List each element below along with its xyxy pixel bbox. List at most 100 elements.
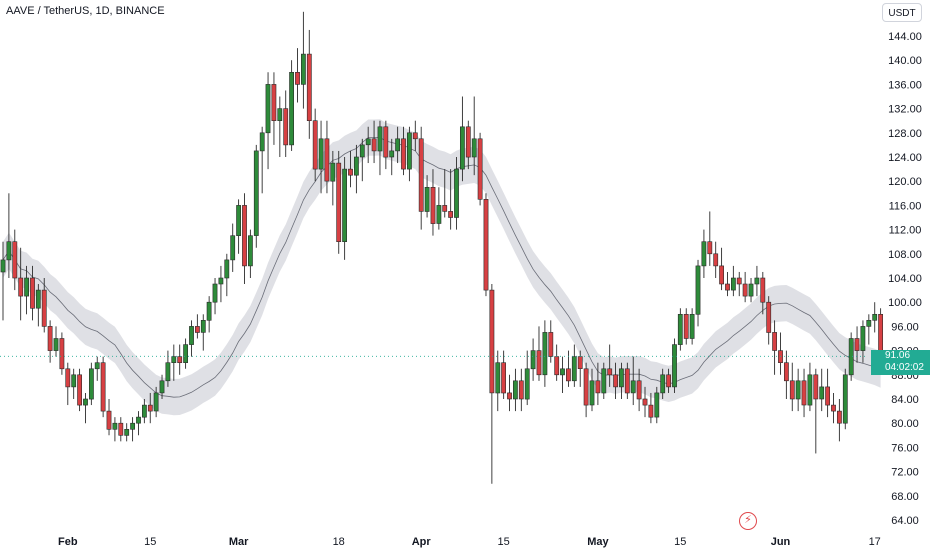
candle bbox=[571, 344, 577, 387]
candle bbox=[0, 241, 6, 321]
candle-body-down bbox=[77, 374, 82, 406]
candle bbox=[371, 120, 377, 164]
candle-body-down bbox=[554, 356, 560, 376]
lightning-icon[interactable]: ⚡ bbox=[739, 512, 757, 530]
candle bbox=[524, 350, 530, 406]
candle-body-up bbox=[748, 283, 754, 297]
candle bbox=[348, 150, 353, 188]
candle bbox=[831, 392, 836, 424]
candle-body-down bbox=[642, 398, 648, 406]
candle-body-down bbox=[683, 313, 689, 339]
candle-body-down bbox=[766, 301, 772, 333]
candle-body-up bbox=[601, 368, 607, 394]
candle bbox=[518, 368, 524, 412]
candle bbox=[365, 126, 371, 164]
candle-body-up bbox=[524, 368, 530, 400]
candle-body-up bbox=[300, 53, 306, 85]
candle-body-up bbox=[136, 416, 141, 424]
candle-body-up bbox=[318, 138, 324, 170]
candle bbox=[306, 29, 312, 139]
candle-body-down bbox=[348, 168, 353, 176]
candle bbox=[748, 278, 754, 303]
candle-body-up bbox=[259, 132, 265, 152]
candle-body-down bbox=[825, 386, 830, 406]
y-tick-label: 136.00 bbox=[888, 79, 922, 91]
candle bbox=[836, 399, 842, 442]
x-tick-label: 15 bbox=[674, 536, 686, 548]
x-tick-label: Jun bbox=[771, 536, 791, 548]
candle-body-up bbox=[571, 356, 577, 382]
candle bbox=[430, 169, 436, 236]
candle-body-down bbox=[442, 205, 448, 212]
candle bbox=[548, 320, 554, 363]
candle bbox=[47, 320, 53, 363]
candle-body-up bbox=[512, 380, 518, 400]
y-tick-label: 120.00 bbox=[888, 176, 922, 188]
candle-body-up bbox=[436, 205, 442, 224]
candle bbox=[471, 96, 477, 176]
candle-body-down bbox=[501, 362, 506, 394]
candle bbox=[624, 362, 630, 399]
candle bbox=[701, 229, 707, 278]
candle-body-down bbox=[195, 326, 200, 333]
candle-body-up bbox=[454, 168, 459, 218]
candle bbox=[465, 120, 471, 170]
candle bbox=[595, 362, 601, 406]
candle bbox=[30, 265, 35, 321]
candle-body-down bbox=[565, 368, 571, 382]
candle bbox=[501, 350, 506, 399]
candle-body-down bbox=[760, 277, 766, 303]
candle-body-down bbox=[742, 283, 748, 297]
candle bbox=[242, 193, 247, 285]
candle-body-up bbox=[530, 350, 536, 370]
candle-body-down bbox=[518, 380, 524, 400]
candle-body-down bbox=[719, 265, 724, 285]
candle-body-up bbox=[71, 374, 77, 388]
candle-body-down bbox=[836, 410, 842, 424]
candles-layer bbox=[0, 11, 883, 484]
candle-body-up bbox=[0, 259, 6, 273]
moving-average-layer bbox=[2, 136, 881, 398]
candle-body-down bbox=[59, 338, 65, 370]
candle bbox=[183, 338, 188, 369]
time-axis: 15Feb15Mar18Apr15May15Jun17Jul15Aug bbox=[58, 536, 881, 548]
candle-body-up bbox=[807, 374, 813, 406]
candle bbox=[666, 368, 671, 393]
candle-body-up bbox=[377, 126, 383, 152]
candle bbox=[130, 417, 135, 442]
candle bbox=[330, 150, 336, 206]
candle-body-down bbox=[412, 132, 418, 140]
candle bbox=[171, 344, 177, 381]
candle bbox=[200, 314, 206, 351]
candle bbox=[142, 399, 147, 424]
candle bbox=[41, 278, 47, 333]
x-tick-label: Mar bbox=[229, 536, 249, 548]
candle-body-down bbox=[30, 277, 35, 309]
candle-body-up bbox=[159, 380, 165, 394]
candle bbox=[872, 302, 878, 333]
candle bbox=[71, 368, 77, 399]
candle-body-down bbox=[736, 277, 742, 285]
candle-body-down bbox=[801, 380, 807, 406]
candle-body-up bbox=[236, 205, 241, 236]
candle bbox=[512, 368, 518, 412]
candle-body-up bbox=[277, 108, 283, 121]
candle bbox=[6, 193, 12, 278]
candle bbox=[725, 271, 730, 297]
candle-body-down bbox=[595, 380, 601, 394]
candle bbox=[312, 108, 318, 182]
candle bbox=[454, 157, 459, 230]
currency-button[interactable]: USDT bbox=[882, 3, 922, 22]
candle bbox=[18, 247, 24, 321]
candle bbox=[189, 320, 194, 357]
candle-body-up bbox=[866, 319, 872, 327]
candle-body-down bbox=[177, 356, 183, 364]
candle bbox=[860, 320, 866, 363]
candle bbox=[336, 150, 342, 254]
candle-body-down bbox=[725, 283, 730, 291]
candle-body-down bbox=[607, 368, 613, 376]
candle bbox=[789, 362, 795, 412]
last-price-tag: 91.06 04:02:02 bbox=[871, 350, 930, 375]
